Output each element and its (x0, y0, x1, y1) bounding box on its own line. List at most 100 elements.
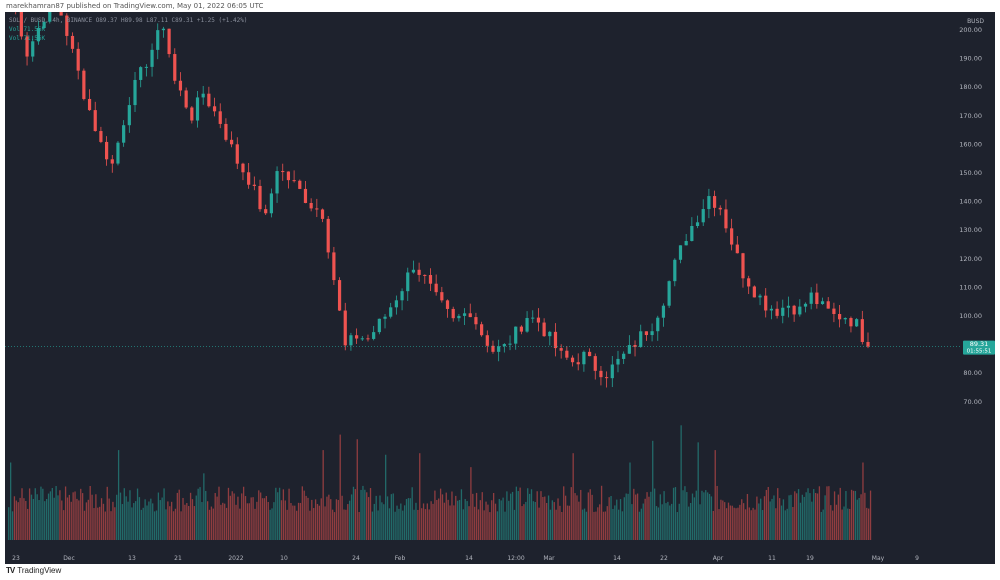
candle-body (224, 123, 228, 140)
volume-bar (278, 487, 281, 540)
volume-bar (780, 505, 783, 540)
volume-bar (42, 488, 44, 540)
volume-bar (197, 488, 199, 540)
candle-body (76, 48, 80, 71)
candle-body (173, 54, 177, 81)
volume-bar (468, 506, 470, 540)
volume-bar (455, 495, 457, 540)
volume-bar (216, 496, 218, 540)
volume-bar (407, 498, 410, 540)
candle-body (752, 286, 756, 298)
candle-body (48, 12, 52, 22)
candle-body (775, 308, 779, 316)
volume-bar (352, 486, 355, 540)
candle-body (786, 305, 791, 308)
chart-canvas[interactable]: 70.0080.0090.00100.00110.00120.00130.001… (5, 12, 995, 564)
volume-bar (350, 494, 353, 540)
volume-bar (811, 501, 813, 540)
volume-bar (587, 492, 589, 540)
volume-bar (570, 487, 572, 540)
candle-body (252, 184, 256, 186)
volume-bar (489, 512, 491, 540)
volume-bar (771, 498, 773, 540)
candle-body (144, 66, 148, 68)
volume-bar (233, 493, 235, 540)
candle-body (411, 269, 416, 273)
volume-bar (839, 487, 841, 540)
volume-bar (663, 491, 665, 540)
volume-bar (612, 508, 614, 540)
volume-bar (528, 493, 531, 540)
volume-bar (131, 507, 133, 540)
candle-body (445, 300, 450, 309)
volume-bar (244, 496, 247, 540)
volume-bar (121, 504, 124, 540)
volume-bar (250, 497, 252, 540)
volume-bar (377, 510, 379, 540)
volume-bar (786, 508, 788, 540)
volume-bar (49, 491, 52, 540)
volume-bar (534, 502, 536, 540)
candle-body (303, 188, 308, 203)
volume-bar (55, 486, 57, 540)
candle-body (65, 15, 69, 36)
volume-bar (301, 486, 303, 540)
volume-bar (557, 498, 559, 540)
volume-bar (275, 487, 277, 540)
volume-bar (617, 509, 620, 540)
volume-bar (672, 487, 675, 540)
candle-body (650, 331, 654, 336)
candle-body (718, 207, 722, 210)
volume-bar (864, 492, 866, 540)
volume-bar (456, 500, 459, 540)
volume-bar (13, 496, 16, 540)
volume-bar (707, 492, 709, 540)
volume-bar (744, 509, 747, 540)
volume-bar (735, 508, 737, 540)
volume-bar (252, 497, 254, 540)
volume-bar (206, 501, 209, 540)
volume-bar (822, 509, 824, 540)
candle-body (383, 316, 387, 319)
volume-bar (583, 508, 586, 540)
volume-bar (242, 486, 245, 540)
candle-body (349, 335, 353, 346)
volume-bar (777, 488, 779, 540)
time-tick-label: 14 (613, 555, 621, 562)
volume-bar (337, 500, 339, 540)
volume-bar (849, 508, 851, 540)
volume-bar (273, 502, 275, 540)
volume-bar (814, 492, 817, 540)
candle-body (116, 142, 120, 164)
volume-bar (10, 462, 12, 540)
volume-bar (491, 500, 493, 540)
volume-bar (386, 496, 389, 540)
candle-body (741, 253, 745, 279)
volume-bar (699, 504, 701, 540)
volume-bar (710, 496, 713, 540)
volume-bar (396, 505, 398, 540)
volume-bar (443, 502, 446, 540)
volume-bar (845, 491, 847, 540)
candle-body (110, 159, 114, 164)
volume-bar (208, 509, 211, 540)
volume-bar (146, 505, 148, 540)
volume-bar (540, 491, 542, 540)
volume-bar (669, 505, 671, 540)
volume-bar (868, 508, 870, 540)
volume-bar (303, 490, 305, 540)
volume-bar (547, 495, 550, 540)
volume-bar (508, 500, 510, 540)
volume-bar (354, 489, 357, 540)
candle-body (372, 332, 376, 339)
volume-bar (813, 489, 815, 540)
volume-bar (258, 490, 260, 540)
price-tick-label: 110.00 (959, 283, 982, 291)
volume-bar (693, 497, 696, 540)
price-chart[interactable]: 70.0080.0090.00100.00110.00120.00130.001… (5, 12, 995, 564)
volume-bar (229, 495, 232, 540)
volume-bar (525, 501, 527, 540)
volume-bar (502, 497, 504, 540)
candle-body (281, 171, 285, 173)
volume-bar (574, 493, 576, 540)
